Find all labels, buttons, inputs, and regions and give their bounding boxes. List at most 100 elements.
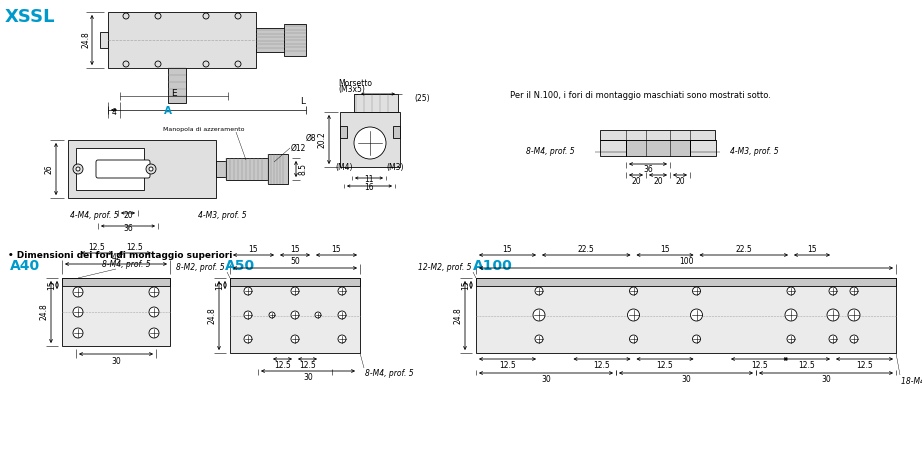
- Circle shape: [785, 309, 797, 321]
- Circle shape: [829, 287, 837, 295]
- Bar: [108, 12, 256, 68]
- Text: 12.5: 12.5: [798, 361, 815, 371]
- Circle shape: [533, 309, 545, 321]
- Circle shape: [269, 312, 275, 318]
- Bar: [68, 140, 216, 198]
- Circle shape: [73, 307, 83, 317]
- Text: 4-M4, prof. 5: 4-M4, prof. 5: [70, 211, 119, 220]
- Bar: [284, 24, 306, 56]
- Circle shape: [123, 61, 129, 67]
- Text: A100: A100: [473, 259, 513, 273]
- Text: 8.5: 8.5: [299, 163, 308, 175]
- Bar: [216, 161, 226, 177]
- Circle shape: [787, 287, 795, 295]
- Circle shape: [850, 335, 858, 343]
- Text: 18-M4, prof. 5: 18-M4, prof. 5: [901, 376, 922, 386]
- Text: 15: 15: [290, 245, 300, 254]
- Circle shape: [76, 167, 80, 171]
- Circle shape: [338, 311, 346, 319]
- Circle shape: [203, 61, 209, 67]
- Text: 15: 15: [216, 280, 224, 290]
- Text: 12.5: 12.5: [857, 361, 873, 371]
- Circle shape: [73, 328, 83, 338]
- Text: 16: 16: [364, 183, 373, 192]
- Text: A50: A50: [225, 259, 255, 273]
- Text: Morsetto: Morsetto: [338, 79, 372, 88]
- Text: • Dimensioni dei fori di montaggio superiori: • Dimensioni dei fori di montaggio super…: [8, 251, 232, 260]
- Text: (M3x5): (M3x5): [338, 85, 365, 94]
- Text: 15: 15: [502, 245, 513, 254]
- Bar: [226, 158, 268, 180]
- Text: 30: 30: [112, 357, 121, 366]
- Text: E: E: [171, 90, 177, 98]
- Text: 12.5: 12.5: [89, 242, 105, 251]
- Text: 20: 20: [653, 177, 663, 185]
- Circle shape: [787, 335, 795, 343]
- Text: A40: A40: [10, 259, 41, 273]
- Text: 12.5: 12.5: [274, 361, 290, 371]
- Text: 36: 36: [124, 224, 133, 233]
- Text: (M4): (M4): [336, 163, 353, 172]
- Circle shape: [149, 307, 159, 317]
- Text: Ø12: Ø12: [291, 144, 306, 153]
- Text: 24.8: 24.8: [207, 307, 217, 324]
- Circle shape: [149, 167, 153, 171]
- Circle shape: [850, 287, 858, 295]
- Circle shape: [244, 335, 252, 343]
- Text: 8-M4, prof. 5: 8-M4, prof. 5: [101, 260, 150, 269]
- Circle shape: [628, 309, 640, 321]
- Text: 50: 50: [290, 256, 300, 265]
- Bar: [62, 278, 170, 286]
- Text: 15: 15: [249, 245, 258, 254]
- Text: 8-M4, prof. 5: 8-M4, prof. 5: [365, 368, 414, 377]
- Text: 4: 4: [112, 108, 116, 117]
- Circle shape: [291, 335, 299, 343]
- Circle shape: [692, 335, 701, 343]
- Text: 100: 100: [679, 256, 693, 265]
- Text: 22.5: 22.5: [736, 245, 752, 254]
- Circle shape: [827, 309, 839, 321]
- Bar: [476, 278, 896, 353]
- Bar: [600, 130, 715, 140]
- Bar: [168, 68, 186, 103]
- Text: Ø8: Ø8: [305, 134, 316, 143]
- Circle shape: [354, 127, 386, 159]
- Circle shape: [848, 309, 860, 321]
- Text: 12.5: 12.5: [499, 361, 516, 371]
- Circle shape: [155, 61, 161, 67]
- Bar: [100, 32, 108, 48]
- Circle shape: [338, 335, 346, 343]
- Circle shape: [123, 13, 129, 19]
- Text: (25): (25): [414, 93, 430, 102]
- Text: 12.5: 12.5: [299, 361, 316, 371]
- Circle shape: [630, 335, 637, 343]
- Text: 15: 15: [332, 245, 341, 254]
- Text: A: A: [164, 106, 172, 116]
- Bar: [230, 278, 360, 353]
- Circle shape: [630, 287, 637, 295]
- Circle shape: [235, 13, 241, 19]
- Bar: [354, 94, 398, 112]
- Circle shape: [155, 13, 161, 19]
- Text: 12.5: 12.5: [656, 361, 673, 371]
- Text: 8-M2, prof. 5: 8-M2, prof. 5: [176, 263, 225, 272]
- Circle shape: [235, 61, 241, 67]
- Text: 30: 30: [681, 375, 691, 384]
- Text: 30: 30: [541, 375, 550, 384]
- Text: L: L: [301, 97, 305, 106]
- Text: 20: 20: [124, 211, 133, 220]
- Circle shape: [829, 335, 837, 343]
- Bar: [62, 278, 170, 346]
- Bar: [476, 278, 896, 286]
- Text: 11: 11: [364, 175, 373, 184]
- Circle shape: [291, 311, 299, 319]
- Circle shape: [315, 312, 321, 318]
- Circle shape: [535, 335, 543, 343]
- Text: 12-M2, prof. 5: 12-M2, prof. 5: [418, 263, 471, 272]
- Text: (M3): (M3): [386, 163, 404, 172]
- Text: 24.8: 24.8: [40, 304, 49, 320]
- Bar: [268, 154, 288, 184]
- Text: 30: 30: [303, 372, 313, 381]
- Circle shape: [692, 287, 701, 295]
- Circle shape: [691, 309, 703, 321]
